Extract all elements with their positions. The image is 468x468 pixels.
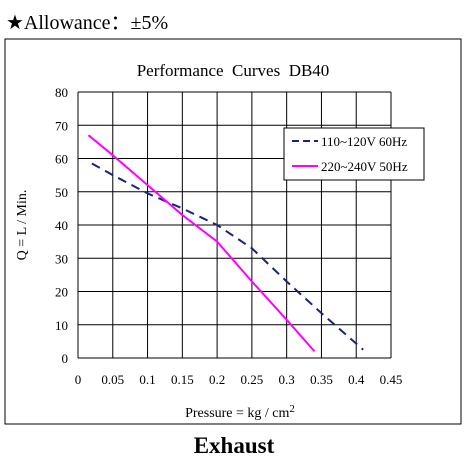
legend-box [283,127,425,181]
y-axis-label: Q = L / Min. [15,190,30,261]
y-tick-label: 80 [55,85,68,100]
legend: 110~120V 60Hz 220~240V 50Hz [283,127,425,181]
series-line-0 [91,162,364,351]
chart-title: Performance Curves DB40 [137,61,330,80]
x-tick-label: 0.4 [348,372,365,387]
y-tick-label: 30 [55,251,68,266]
x-tick-label: 0.2 [209,372,225,387]
y-tick-label: 10 [55,318,68,333]
x-tick-label: 0.45 [380,372,403,387]
x-axis-label: Pressure = kg / cm2 [185,403,295,421]
chart-frame [4,38,462,425]
y-tick-label: 50 [55,185,68,200]
legend-label-220v: 220~240V 50Hz [321,159,408,174]
series-line-1 [87,134,316,353]
y-tick-label: 70 [55,118,68,133]
y-tick-label: 40 [55,218,68,233]
x-tick-label: 0.1 [139,372,155,387]
x-tick-label: 0.25 [241,372,264,387]
x-tick-label: 0.15 [171,372,194,387]
y-tick-label: 0 [62,351,69,366]
tick-labels: 0 0.05 0.1 0.15 0.2 0.25 0.3 0.35 0.4 0.45 0 10 20 30… [55,85,402,387]
y-tick-label: 20 [55,285,68,300]
x-tick-label: 0.35 [310,372,333,387]
grid [77,91,392,359]
series-lines [87,134,364,353]
legend-label-110v: 110~120V 60Hz [321,134,407,149]
allowance-note: ★Allowance：±5% [6,12,169,34]
x-tick-label: 0.05 [101,372,124,387]
x-tick-label: 0.3 [279,372,295,387]
y-tick-label: 60 [55,152,68,167]
x-tick-label: 0 [75,372,82,387]
exhaust-caption: Exhaust [193,433,275,458]
